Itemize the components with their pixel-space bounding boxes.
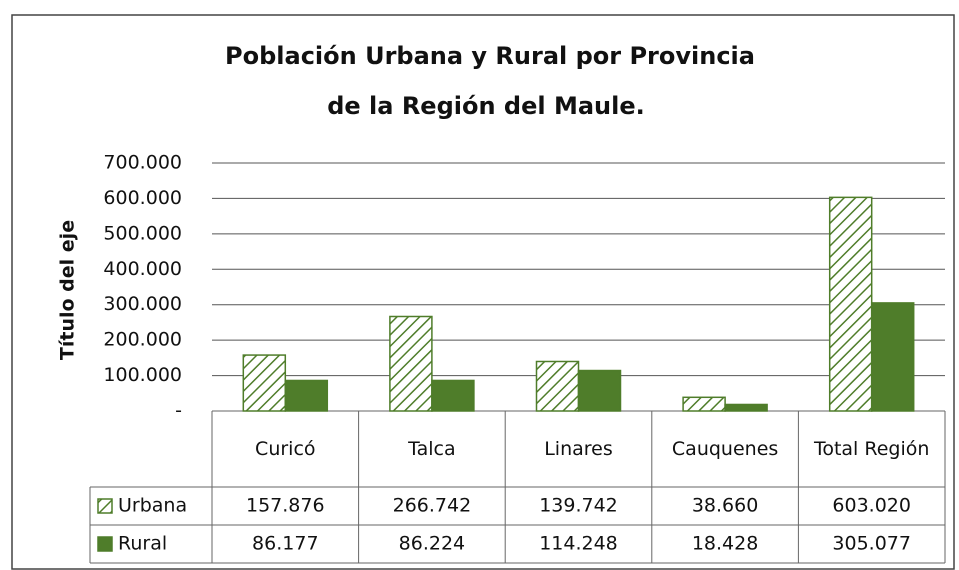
bar bbox=[577, 369, 622, 412]
legend-swatch bbox=[97, 498, 113, 514]
table-value: 38.660 bbox=[692, 495, 758, 517]
legend-label: Urbana bbox=[118, 495, 187, 517]
chart-title: de la Región del Maule. bbox=[327, 92, 645, 120]
bar bbox=[828, 196, 873, 412]
table-value: 18.428 bbox=[692, 533, 758, 555]
frame bbox=[11, 14, 955, 570]
table-value: 86.224 bbox=[399, 533, 465, 555]
bar bbox=[682, 396, 726, 412]
table-value: 157.876 bbox=[246, 495, 325, 517]
category-label: Linares bbox=[544, 437, 613, 460]
bar bbox=[431, 379, 475, 412]
legend-label: Rural bbox=[118, 533, 167, 555]
table-value: 114.248 bbox=[539, 533, 618, 555]
y-tick-label: 700.000 bbox=[103, 152, 182, 174]
bar bbox=[389, 315, 433, 412]
x-tick-label: Linares bbox=[544, 437, 613, 460]
y-tick-label: 100.000 bbox=[103, 364, 182, 386]
x-tick-label: Talca bbox=[408, 437, 456, 460]
table-value: 139.742 bbox=[539, 495, 618, 517]
y-tick-label: 200.000 bbox=[103, 329, 182, 351]
y-tick-label: 500.000 bbox=[103, 222, 182, 244]
category-label: Total Región bbox=[813, 437, 930, 460]
legend-swatch bbox=[97, 536, 113, 552]
bar bbox=[242, 354, 287, 412]
y-tick-label: - bbox=[175, 400, 182, 422]
y-tick-label: 600.000 bbox=[103, 187, 182, 209]
table-value: 266.742 bbox=[393, 495, 472, 517]
table-value: 86.177 bbox=[252, 533, 318, 555]
bar bbox=[870, 302, 915, 412]
bar bbox=[724, 403, 768, 412]
category-label: Talca bbox=[408, 437, 456, 460]
x-tick-label: Cauquenes bbox=[671, 437, 779, 460]
table-value: 305.077 bbox=[832, 533, 911, 555]
chart-title: Población Urbana y Rural por Provincia bbox=[225, 42, 755, 70]
y-axis-label: Título del eje bbox=[57, 220, 79, 360]
y-tick-label: 300.000 bbox=[103, 293, 182, 315]
category-label: Curicó bbox=[255, 437, 316, 460]
x-tick-label: Total Región bbox=[813, 437, 930, 460]
x-tick-label: Curicó bbox=[255, 437, 316, 460]
table-value: 603.020 bbox=[832, 495, 911, 517]
bar bbox=[284, 379, 329, 412]
bar bbox=[535, 360, 580, 412]
category-label: Cauquenes bbox=[671, 437, 779, 460]
y-tick-label: 400.000 bbox=[103, 258, 182, 280]
